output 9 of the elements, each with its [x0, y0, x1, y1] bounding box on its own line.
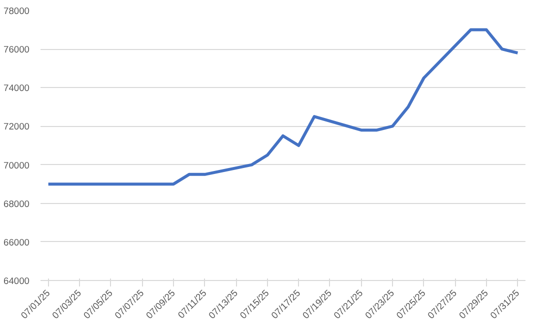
- y-tick-label: 78000: [4, 6, 30, 16]
- y-tick-label: 66000: [4, 237, 30, 248]
- y-tick-label: 64000: [4, 276, 30, 286]
- y-tick-label: 74000: [4, 83, 30, 94]
- y-tick-label: 72000: [4, 122, 30, 132]
- line-series: [46, 28, 520, 186]
- y-tick-label: 70000: [4, 160, 30, 170]
- y-tick-label: 68000: [4, 198, 30, 209]
- y-tick-label: 76000: [4, 44, 30, 55]
